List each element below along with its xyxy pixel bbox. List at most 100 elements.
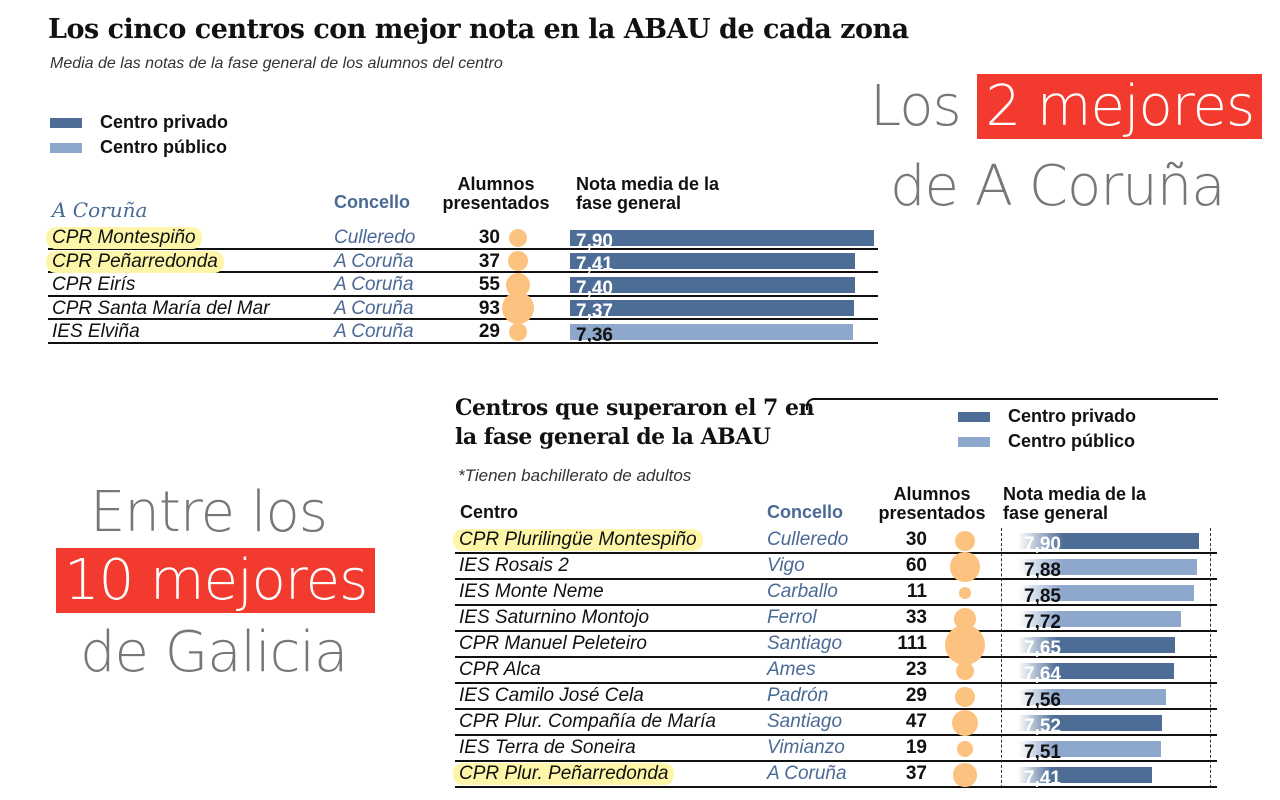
callout-highlight: 2 mejores: [977, 74, 1263, 139]
nota-bar-publico: 7,85: [1018, 585, 1194, 607]
table-row: IES Terra de Soneira Vimianzo 19 7,51: [455, 736, 1217, 763]
nota-label: 7,40: [576, 277, 613, 299]
table-row: CPR Plur. Peñarredonda A Coruña 37 7,41: [453, 762, 1217, 789]
table-row: IES Monte Neme Carballo 11 7,85: [455, 580, 1217, 607]
alumnos-bubble: [507, 251, 529, 272]
cell-concello: Vigo: [767, 555, 805, 576]
legend-label: Centro público: [1008, 431, 1135, 451]
cell-alumnos: 30: [905, 529, 927, 550]
table-row: CPR Plur. Compañía de María Santiago 47 7,5…: [455, 709, 1217, 737]
table-row: IES Elviña A Coruña 29 7,36: [48, 320, 878, 346]
nota-label: 7,52: [1024, 716, 1061, 737]
callout-top: Los 2 mejores: [870, 74, 1263, 139]
nota-label: 7,90: [1024, 534, 1061, 555]
nota-label: 7,65: [1024, 638, 1061, 659]
alumnos-bubble: [955, 661, 975, 681]
header-nota: Nota media de la fase general: [576, 174, 720, 213]
cell-centro: CPR Plur. Peñarredonda: [453, 763, 675, 785]
cell-concello: Ames: [767, 659, 816, 680]
header-nota: Nota media de la fase general: [1003, 484, 1147, 523]
nota-label: 7,41: [576, 254, 613, 276]
cell-concello: Santiago: [767, 711, 843, 732]
table-row: CPR Alca Ames 23 7,64: [455, 658, 1217, 685]
cell-alumnos: 37: [478, 250, 500, 272]
cell-alumnos: 23: [905, 659, 927, 680]
nota-bar-privado: 7,90: [570, 229, 875, 252]
table-row: CPR Eirís A Coruña 55 7,40: [48, 272, 878, 299]
cell-alumnos: 111: [897, 633, 927, 654]
cell-centro: CPR Santa María del Mar: [52, 297, 270, 319]
nota-bar-privado: 7,64: [1018, 663, 1174, 685]
cell-alumnos: 29: [905, 685, 927, 706]
cell-alumnos: 19: [905, 737, 927, 758]
legend-swatch-publico: [958, 436, 990, 447]
cell-concello: Santiago: [767, 633, 843, 654]
nota-bar-privado: 7,90: [1018, 533, 1199, 555]
legend-label: Centro privado: [1008, 406, 1137, 426]
nota-label: 7,72: [1024, 612, 1061, 633]
nota-label: 7,85: [1024, 586, 1061, 607]
alumnos-bubble: [953, 763, 977, 787]
cell-concello: Culleredo: [334, 227, 416, 248]
cell-concello: A Coruña: [334, 321, 414, 342]
cell-centro: CPR Plurilingüe Montespiño: [453, 529, 703, 551]
cell-concello: A Coruña: [767, 763, 847, 784]
callout-text: Los: [870, 74, 962, 139]
table-row: CPR Plurilingüe Montespiño Culleredo 30 7,9…: [453, 528, 1217, 555]
cell-concello: A Coruña: [334, 274, 414, 295]
cell-centro: CPR Peñarredonda: [46, 250, 224, 273]
cell-centro: CPR Eirís: [52, 274, 136, 295]
callout-highlight: 10 mejores: [56, 548, 376, 613]
nota-bar-publico: 7,51: [1018, 741, 1162, 763]
gridline: [1001, 528, 1002, 788]
gridline: [1210, 528, 1211, 788]
nota-bar-privado: 7,37: [570, 300, 854, 322]
nota-bar-privado: 7,65: [1018, 637, 1175, 659]
callout-text: de A Coruña: [890, 154, 1226, 219]
table-row: IES Rosais 2 Vigo 60 7,88: [455, 552, 1217, 582]
cell-centro: IES Elviña: [52, 321, 140, 342]
nota-bar-publico: 7,72: [1018, 611, 1182, 633]
cell-alumnos: 47: [905, 711, 927, 732]
alumnos-bubble: [958, 586, 972, 600]
chart-title-2: Centros que superaron el 7 en la fase ge…: [455, 395, 815, 450]
table-row: CPR Manuel Peleteiro Santiago 111 7,65: [455, 624, 1217, 666]
cell-centro: CPR Manuel Peleteiro: [459, 633, 647, 654]
cell-alumnos: 37: [905, 763, 927, 784]
alumnos-bubble: [502, 292, 534, 325]
table-row: CPR Montespiño Culleredo 30 7,90: [46, 226, 878, 252]
header-concello: Concello: [767, 502, 844, 522]
cell-concello: A Coruña: [334, 297, 414, 319]
legend-swatch-privado: [50, 117, 82, 128]
nota-bar-publico: 7,88: [1018, 559, 1197, 581]
table-row: CPR Santa María del Mar A Coruña 93 7,37: [48, 292, 878, 325]
cell-centro: CPR Alca: [459, 659, 541, 680]
cell-concello: Padrón: [767, 685, 829, 706]
cell-alumnos: 93: [478, 297, 500, 319]
footnote: *Tienen bachillerato de adultos: [458, 466, 692, 485]
alumnos-bubble: [944, 624, 985, 666]
alumnos-bubble: [954, 686, 976, 708]
title-rule: [806, 398, 1218, 410]
nota-label: 7,51: [1024, 742, 1061, 763]
alumnos-bubble: [950, 552, 980, 582]
cell-centro: IES Terra de Soneira: [459, 737, 636, 758]
legend-swatch-publico: [50, 142, 82, 153]
table-row: IES Saturnino Montojo Ferrol 33 7,72: [455, 606, 1217, 633]
nota-bar-privado: 7,40: [570, 276, 855, 299]
cell-centro: CPR Plur. Compañía de María: [459, 711, 716, 732]
legend-swatch-privado: [958, 411, 990, 422]
cell-centro: IES Saturnino Montojo: [459, 607, 650, 628]
cell-alumnos: 60: [905, 555, 927, 576]
alumnos-bubble: [509, 322, 527, 341]
alumnos-bubble: [956, 740, 974, 758]
cell-concello: Vimianzo: [767, 737, 845, 758]
nota-bar-publico: 7,36: [570, 323, 854, 346]
cell-alumnos: 33: [905, 607, 927, 628]
cell-concello: A Coruña: [334, 250, 414, 272]
header-concello: Concello: [334, 192, 411, 212]
cell-concello: Carballo: [767, 581, 838, 602]
cell-centro: CPR Montespiño: [46, 227, 202, 249]
nota-bar-privado: 7,41: [1018, 767, 1152, 789]
cell-alumnos: 55: [478, 274, 500, 295]
